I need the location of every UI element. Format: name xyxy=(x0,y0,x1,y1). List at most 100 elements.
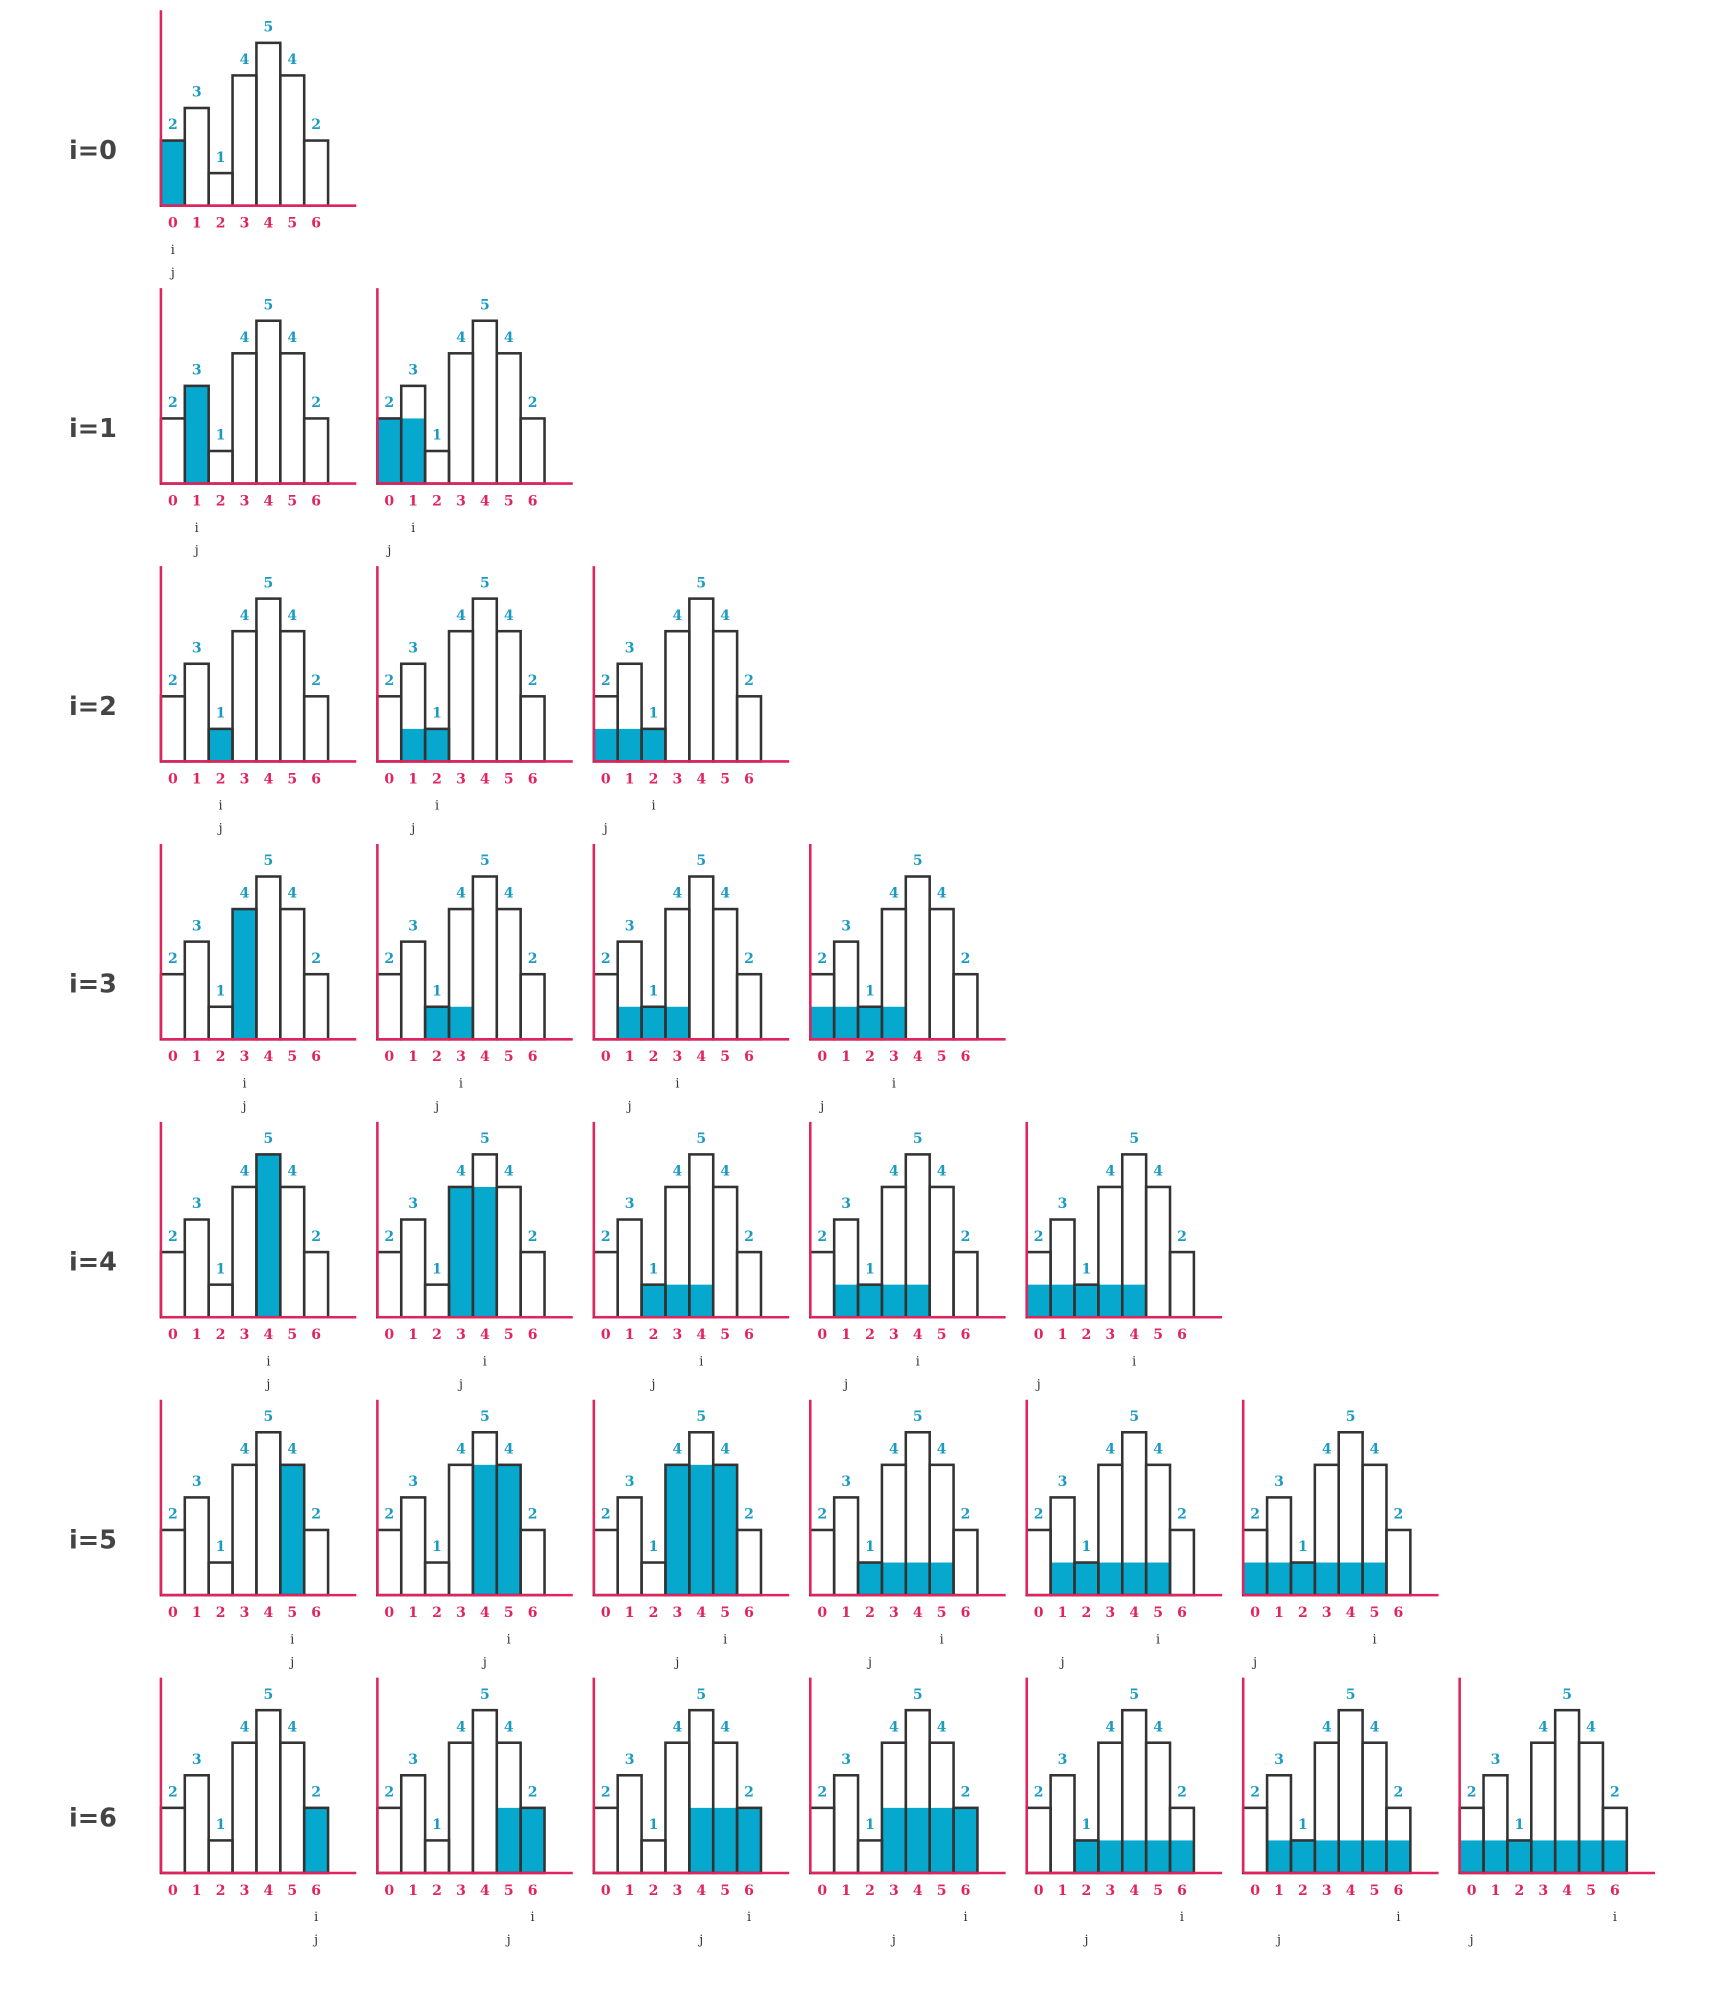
bar xyxy=(688,875,715,1041)
max-rectangle xyxy=(184,385,209,484)
index-label: 3 xyxy=(240,1605,250,1621)
max-rectangle xyxy=(1050,1562,1171,1596)
index-label: 5 xyxy=(937,1049,947,1065)
pointer-j: j xyxy=(264,1377,270,1392)
bar-value: 4 xyxy=(287,330,297,346)
index-label: 6 xyxy=(1177,1327,1187,1343)
bar-value: 2 xyxy=(528,1229,538,1245)
bar xyxy=(207,1005,234,1041)
row-label: i=0 xyxy=(69,136,117,166)
index-label: 3 xyxy=(1322,1605,1332,1621)
bar xyxy=(255,1430,282,1597)
index-label: 4 xyxy=(696,771,706,787)
index-label: 5 xyxy=(1153,1327,1163,1343)
bar xyxy=(423,449,451,485)
index-label: 1 xyxy=(1058,1605,1068,1621)
index-label: 4 xyxy=(696,1883,706,1899)
index-label: 3 xyxy=(240,216,250,232)
bar-value: 2 xyxy=(168,673,178,689)
index-label: 4 xyxy=(1129,1605,1139,1621)
index-label: 3 xyxy=(673,1327,683,1343)
index-label: 3 xyxy=(889,1327,899,1343)
index-label: 0 xyxy=(601,771,611,787)
index-label: 0 xyxy=(817,1605,827,1621)
bar xyxy=(399,940,427,1041)
pointer-i: i xyxy=(747,1910,751,1925)
bar-value: 4 xyxy=(287,52,297,68)
bar-value: 4 xyxy=(287,1719,297,1735)
bar xyxy=(592,972,619,1041)
index-label: 6 xyxy=(744,1327,754,1343)
bar-value: 5 xyxy=(480,853,490,869)
bar-value: 4 xyxy=(889,1164,899,1180)
index-label: 1 xyxy=(625,1049,635,1065)
index-label: 2 xyxy=(216,1883,226,1899)
index-label: 0 xyxy=(384,1049,394,1065)
bar-value: 2 xyxy=(744,1229,754,1245)
bar xyxy=(952,1528,979,1597)
bar xyxy=(279,74,306,207)
index-label: 6 xyxy=(744,1883,754,1899)
bar-value: 2 xyxy=(528,951,538,967)
bar-value: 2 xyxy=(744,673,754,689)
index-label: 6 xyxy=(1177,1605,1187,1621)
index-label: 0 xyxy=(817,1883,827,1899)
index-label: 6 xyxy=(744,1049,754,1065)
bar xyxy=(279,352,306,485)
bar-value: 3 xyxy=(1058,1474,1068,1490)
index-label: 2 xyxy=(649,1327,659,1343)
pointer-i: i xyxy=(916,1354,920,1369)
pointer-j: j xyxy=(1251,1655,1257,1670)
bar-value: 2 xyxy=(311,673,321,689)
index-label: 1 xyxy=(625,771,635,787)
bar-value: 2 xyxy=(311,1507,321,1523)
bar-value: 2 xyxy=(384,1507,394,1523)
bar xyxy=(952,972,979,1041)
bar-value: 5 xyxy=(696,1687,706,1703)
bar-value: 3 xyxy=(408,640,418,656)
pointer-j: j xyxy=(1468,1933,1474,1948)
index-label: 2 xyxy=(216,1327,226,1343)
bar-value: 2 xyxy=(744,1507,754,1523)
bar xyxy=(809,1528,836,1597)
bar-value: 2 xyxy=(311,1229,321,1245)
index-label: 0 xyxy=(384,1605,394,1621)
row-label: i=5 xyxy=(69,1525,117,1555)
pointer-j: j xyxy=(650,1377,656,1392)
bar-value: 3 xyxy=(841,918,851,934)
index-label: 1 xyxy=(192,216,202,232)
bar-value: 2 xyxy=(601,1229,611,1245)
bar-value: 4 xyxy=(1370,1442,1380,1458)
bar-value: 4 xyxy=(240,1164,250,1180)
max-rectangle xyxy=(160,140,185,206)
bar-value: 2 xyxy=(528,673,538,689)
bar-value: 4 xyxy=(720,1442,730,1458)
index-label: 0 xyxy=(384,771,394,787)
index-label: 5 xyxy=(504,1327,514,1343)
index-label: 5 xyxy=(937,1605,947,1621)
bar-value: 2 xyxy=(817,1229,827,1245)
index-label: 5 xyxy=(287,216,297,232)
bar xyxy=(231,1741,258,1875)
bar-value: 2 xyxy=(168,1229,178,1245)
bar xyxy=(376,972,403,1041)
index-label: 6 xyxy=(311,493,321,509)
index-label: 4 xyxy=(913,1327,923,1343)
index-label: 4 xyxy=(263,1883,273,1899)
bar xyxy=(688,597,715,763)
bar-value: 4 xyxy=(1105,1164,1115,1180)
bar-value: 2 xyxy=(744,951,754,967)
index-label: 1 xyxy=(408,1605,418,1621)
bar-value: 1 xyxy=(432,706,442,722)
bar-value: 4 xyxy=(720,886,730,902)
index-label: 4 xyxy=(696,1605,706,1621)
bar-value: 1 xyxy=(432,1539,442,1555)
max-rectangle xyxy=(280,1464,305,1596)
bar-value: 2 xyxy=(601,1507,611,1523)
index-label: 6 xyxy=(961,1327,971,1343)
bar-value: 2 xyxy=(1250,1507,1260,1523)
bar xyxy=(735,972,763,1041)
bar-value: 2 xyxy=(817,951,827,967)
index-label: 3 xyxy=(889,1883,899,1899)
